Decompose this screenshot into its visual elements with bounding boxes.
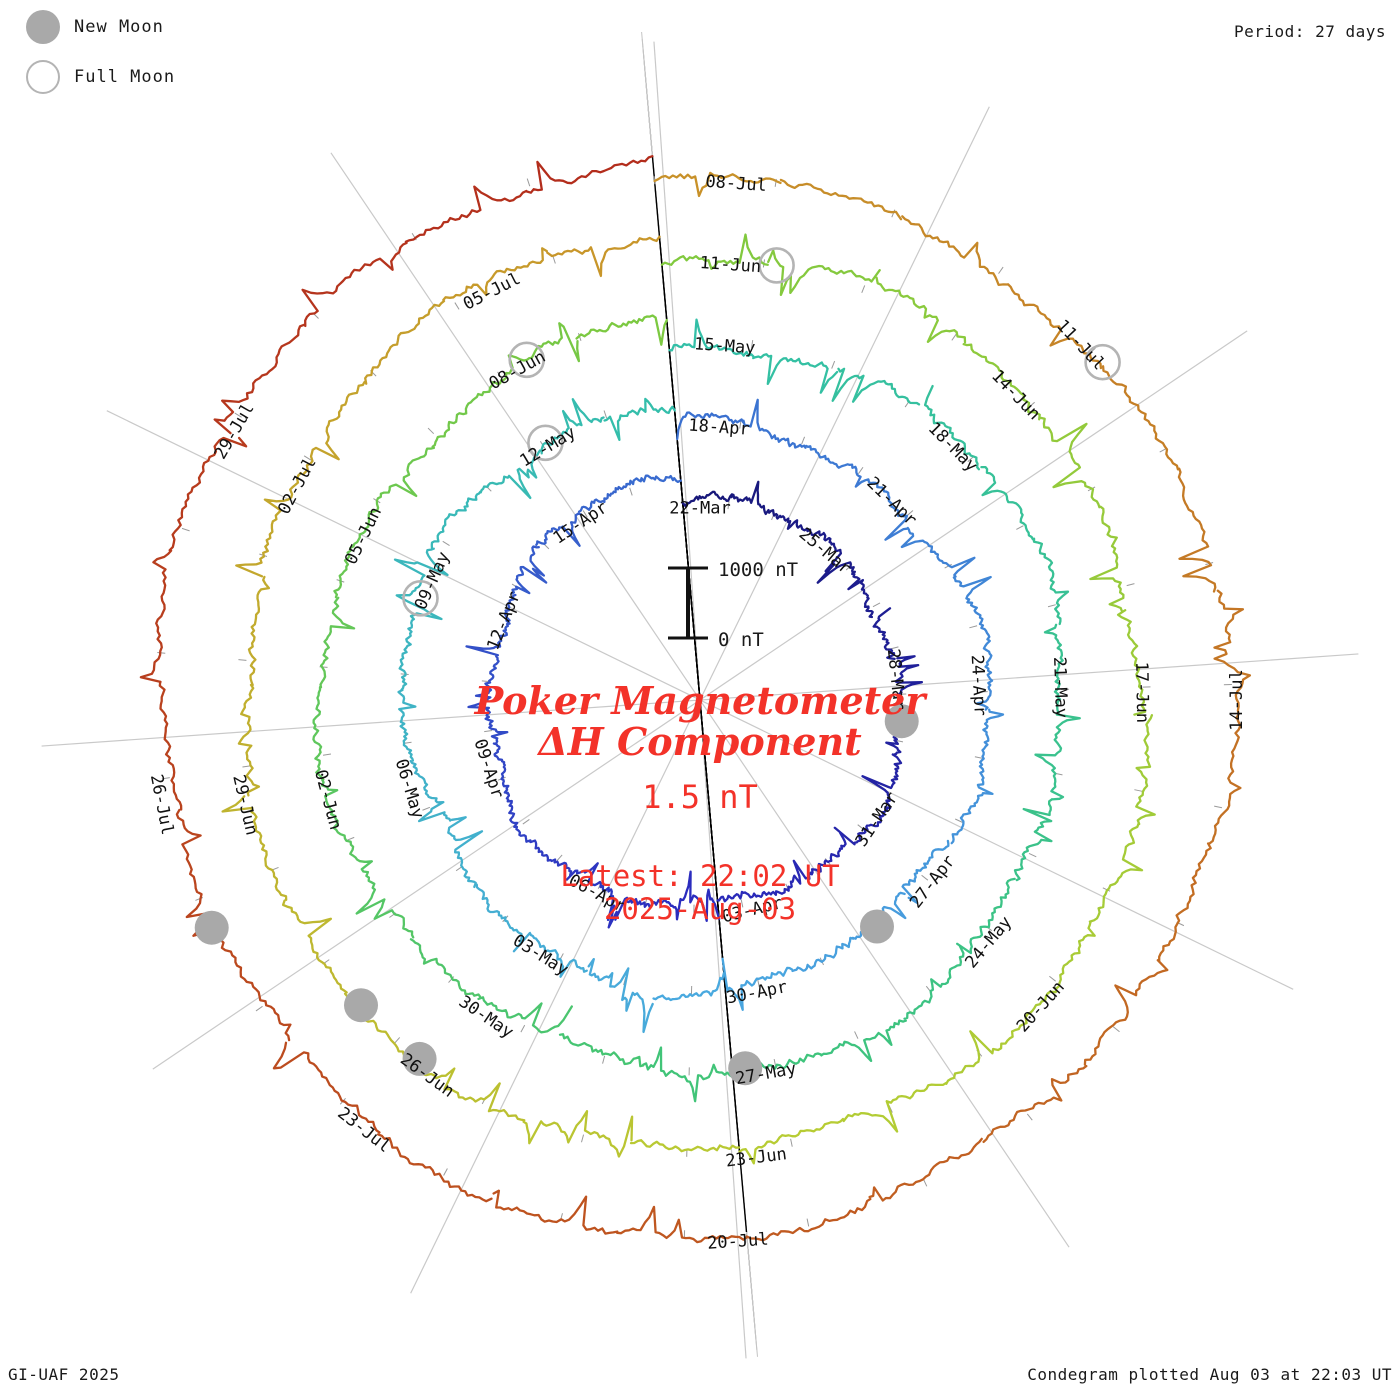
legend-item-new-moon: New Moon: [26, 10, 164, 44]
amplitude-scalebar: 1000 nT 0 nT: [668, 559, 798, 651]
ring-date-label: 05-Jul: [460, 269, 524, 315]
rotation-baseline-layer: [157, 155, 1232, 1239]
scalebar-bottom-label: 0 nT: [718, 629, 764, 651]
ring-date-label: 24-Apr: [967, 654, 990, 716]
full-moon-marker: [402, 579, 439, 617]
ring-date-label: 14-Jun: [987, 366, 1044, 424]
full-moon-marker: [1084, 343, 1121, 381]
ring-date-label: 09-Apr: [469, 736, 507, 801]
new-moon-marker: [884, 704, 919, 739]
plotted-timestamp-label: Condegram plotted Aug 03 at 22:03 UT: [1027, 1365, 1392, 1384]
period-label: Period: 27 days: [1234, 22, 1386, 41]
ring-date-label: 20-Jul: [707, 1230, 770, 1254]
ring-date-label: 23-Jul: [334, 1103, 395, 1157]
ring-date-label: 02-Jun: [310, 768, 345, 833]
new-moon-marker: [860, 909, 894, 944]
ring-date-label: 17-Jun: [1131, 661, 1152, 723]
full-moon-marker: [527, 424, 564, 462]
legend-label-new-moon: New Moon: [74, 17, 164, 37]
ring-date-label: 06-May: [391, 757, 428, 822]
ring-date-label: 21-May: [1049, 656, 1071, 718]
ring-date-label: 12-May: [517, 423, 580, 472]
ring-date-label: 29-Jul: [211, 400, 259, 463]
ring-date-label: 08-Jul: [705, 172, 768, 196]
moon-marker-layer: [194, 247, 1121, 1086]
magnetometer-trace-layer: [139, 155, 1252, 1244]
scalebar-top-label: 1000 nT: [718, 559, 798, 581]
ring-date-label: 15-May: [693, 334, 756, 358]
ring-date-label: 11-Jun: [699, 253, 762, 277]
ring-date-label: 21-Apr: [863, 473, 921, 530]
ring-date-label: 31-Mar: [852, 788, 903, 850]
ring-date-label: 30-Apr: [725, 977, 789, 1008]
ring-date-label: 18-Apr: [688, 415, 751, 439]
ring-date-label: 18-May: [924, 419, 982, 477]
ring-date-label: 15-Apr: [550, 498, 612, 549]
ring-date-label: 12-Apr: [483, 589, 525, 653]
ring-date-label: 22-Mar: [669, 499, 730, 519]
new-moon-marker: [402, 1041, 437, 1076]
new-moon-marker: [194, 910, 229, 945]
credit-label: GI-UAF 2025: [8, 1365, 120, 1384]
ring-date-label: 23-Jun: [725, 1144, 788, 1171]
full-moon-marker: [758, 247, 795, 284]
ring-date-label: 02-Jul: [274, 454, 320, 518]
ring-date-label: 05-Jun: [341, 504, 386, 568]
full-moon-marker: [508, 341, 546, 379]
full-moon-icon: [26, 60, 60, 94]
new-moon-marker: [344, 988, 378, 1023]
legend-label-full-moon: Full Moon: [74, 67, 176, 87]
ring-date-label: 20-Jun: [1013, 977, 1069, 1036]
new-moon-marker: [728, 1051, 763, 1086]
new-moon-icon: [26, 10, 60, 44]
legend-item-full-moon: Full Moon: [26, 60, 175, 94]
ring-date-label: 14-Jul: [1227, 669, 1247, 730]
